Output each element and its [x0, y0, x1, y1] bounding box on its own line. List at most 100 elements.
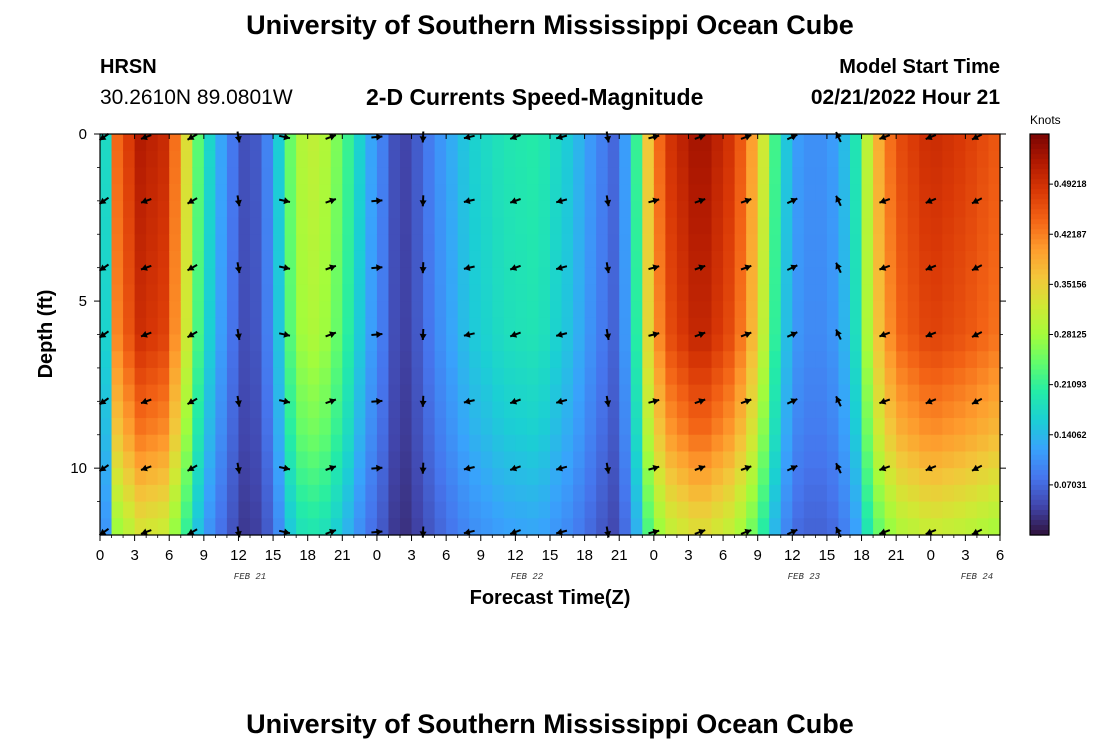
colorbar-tick-label: 0.49218 [1054, 179, 1087, 189]
heatmap-cell [538, 167, 551, 185]
heatmap-cell [319, 451, 332, 469]
heatmap-cell [400, 468, 413, 486]
heatmap-cell [942, 418, 955, 436]
heatmap-cell [930, 351, 943, 369]
heatmap-cell [723, 200, 736, 219]
current-vector-arrow [740, 197, 752, 205]
heatmap-cell [492, 334, 505, 352]
heatmap-cell [307, 284, 320, 302]
heatmap-cell [653, 401, 666, 419]
heatmap-cell [573, 317, 586, 336]
heatmap-cell [896, 468, 909, 486]
heatmap-cell [584, 217, 597, 235]
heatmap-cell [238, 200, 251, 219]
heatmap-cell [596, 301, 609, 319]
heatmap-cell [815, 184, 828, 202]
x-tick-label: 3 [961, 547, 969, 564]
heatmap-cell [688, 501, 701, 519]
heatmap-cell [965, 217, 978, 235]
heatmap-cell [723, 234, 736, 252]
heatmap-cell [307, 200, 320, 219]
heatmap-cell [538, 518, 551, 536]
heatmap-cell [226, 301, 240, 319]
heatmap-cell [238, 418, 251, 436]
heatmap-cell [988, 167, 1001, 185]
heatmap-cell [307, 217, 320, 235]
heatmap-cell [238, 134, 251, 152]
heatmap-cell [123, 150, 136, 169]
heatmap-cell [596, 167, 609, 185]
heatmap-cell [884, 284, 897, 302]
heatmap-cell [596, 234, 609, 252]
current-vector-arrow [234, 395, 242, 407]
heatmap-cell [838, 317, 851, 336]
heatmap-cell [319, 351, 332, 369]
colorbar-segment [1030, 504, 1049, 511]
current-vector-arrow [835, 329, 842, 340]
heatmap-cell [146, 317, 159, 336]
heatmap-cell [584, 301, 597, 319]
heatmap-cell [469, 434, 482, 453]
heatmap-cell [480, 234, 493, 252]
heatmap-cell [757, 234, 770, 252]
colorbar-segment [1030, 169, 1049, 175]
heatmap-cell [757, 250, 770, 269]
heatmap-cell [769, 250, 782, 269]
heatmap-cell [642, 334, 655, 352]
heatmap-cell [642, 434, 655, 453]
heatmap-cell [861, 184, 874, 202]
heatmap-cell [573, 418, 586, 436]
heatmap-cell [676, 434, 690, 453]
heatmap-cell [850, 234, 863, 252]
heatmap-cell [723, 134, 736, 152]
heatmap-cell [492, 134, 505, 152]
heatmap-cell [342, 317, 355, 336]
heatmap-cell [930, 284, 943, 302]
current-vector-arrow [325, 465, 337, 472]
heatmap-cell [238, 401, 251, 419]
heatmap-cell [642, 451, 655, 469]
heatmap-cell [573, 451, 586, 469]
heatmap-cell [826, 434, 840, 453]
heatmap-cell [446, 401, 459, 419]
heatmap-cell [273, 367, 286, 386]
heatmap-cell [723, 150, 736, 169]
heatmap-cell [561, 167, 574, 185]
heatmap-cell [238, 267, 251, 285]
heatmap-cell [826, 150, 840, 169]
colorbar-segment [1030, 374, 1049, 381]
heatmap-cell [157, 384, 170, 402]
heatmap-cell [746, 401, 759, 419]
heatmap-cell [607, 334, 620, 352]
heatmap-cell [596, 217, 609, 235]
heatmap-cell [238, 301, 251, 319]
heatmap-cell [376, 434, 390, 453]
heatmap-cell [446, 184, 459, 202]
heatmap-cell [123, 401, 136, 419]
heatmap-cell [861, 468, 874, 486]
heatmap-cell [469, 334, 482, 352]
colorbar-segment [1030, 354, 1049, 361]
heatmap-cell [573, 250, 586, 269]
heatmap-cell [446, 518, 459, 536]
heatmap-cell [157, 267, 170, 285]
heatmap-cell [446, 434, 459, 453]
heatmap-cell [307, 150, 320, 169]
heatmap-cell [919, 401, 932, 419]
heatmap-cell [515, 301, 528, 319]
heatmap-cell [353, 150, 366, 169]
heatmap-cell [388, 367, 401, 386]
heatmap-cell [446, 234, 459, 252]
heatmap-cell [607, 401, 620, 419]
heatmap-cell [884, 384, 897, 402]
colorbar-segment [1030, 259, 1049, 265]
heatmap-cell [180, 267, 193, 285]
heatmap-cell [273, 451, 286, 469]
heatmap-cell [757, 134, 770, 152]
heatmap-cell [642, 351, 655, 369]
heatmap-cell [665, 518, 678, 536]
heatmap-cell [330, 284, 343, 302]
heatmap-cell [526, 384, 540, 402]
current-vector-arrow [463, 464, 475, 472]
heatmap-cell [780, 267, 793, 285]
